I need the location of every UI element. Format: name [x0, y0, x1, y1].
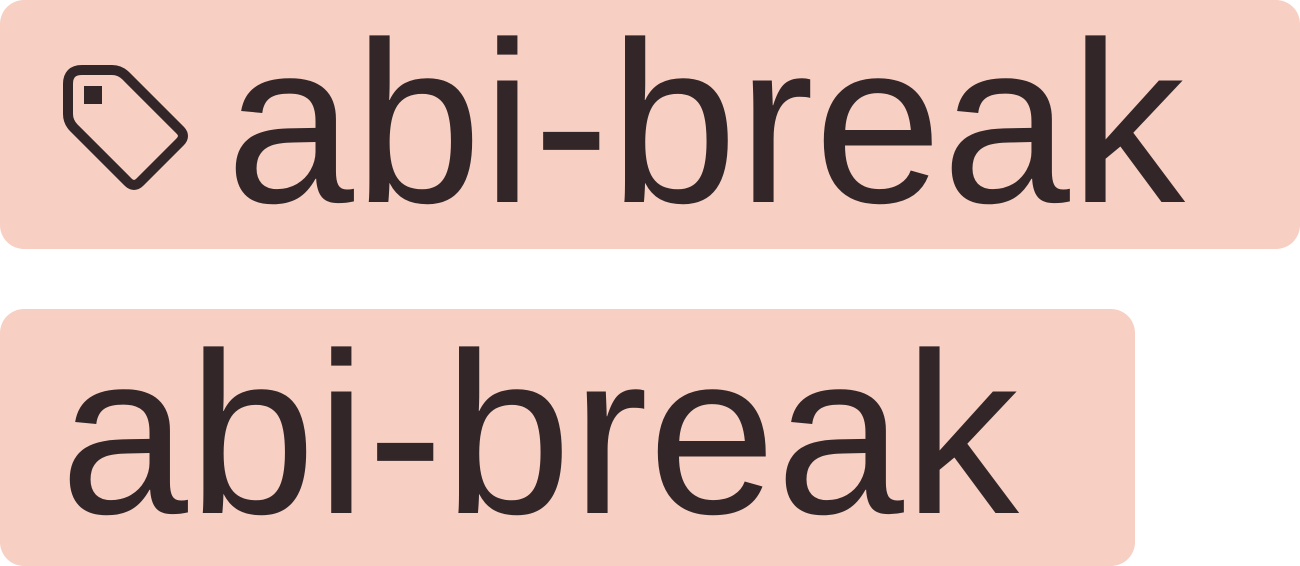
label-name: abi-break — [60, 305, 1019, 562]
label-chip-with-icon[interactable]: abi-break — [0, 0, 1300, 249]
label-chip[interactable]: abi-break — [0, 309, 1135, 566]
tag-icon — [60, 62, 194, 196]
label-name: abi-break — [226, 0, 1185, 251]
